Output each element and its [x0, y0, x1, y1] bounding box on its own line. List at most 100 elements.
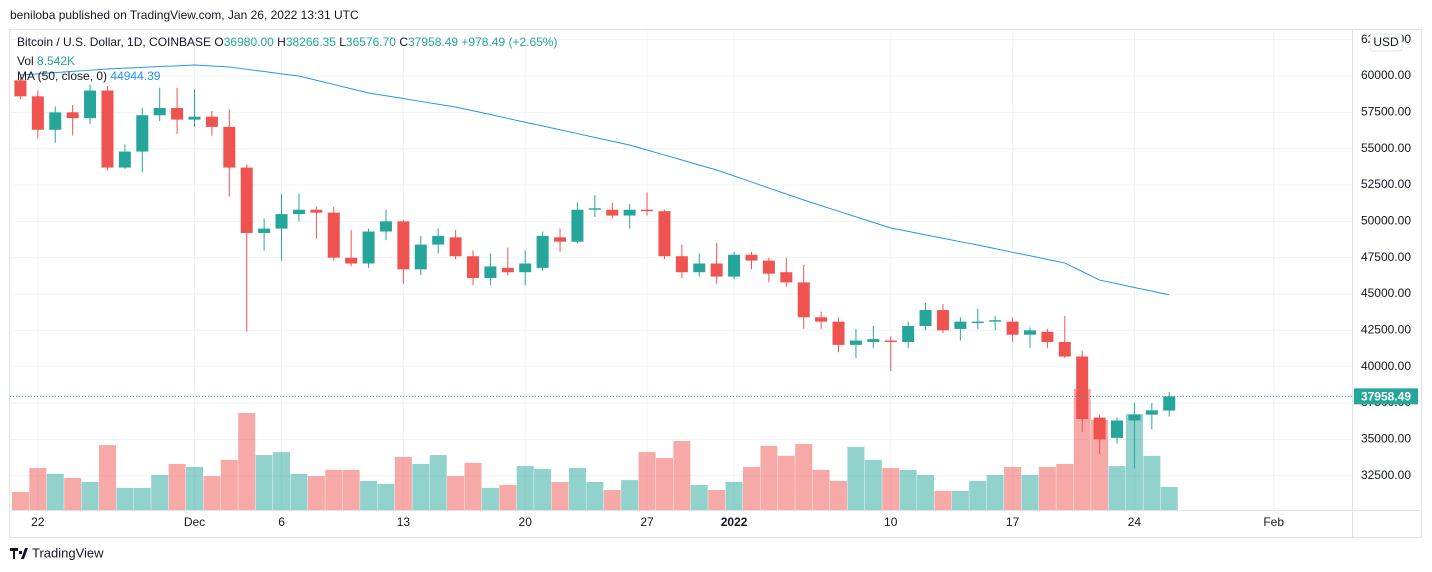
ohlc-value: 36576.70 — [345, 35, 396, 49]
candle-body — [658, 211, 671, 257]
volume-bar — [899, 469, 917, 510]
candle-body — [675, 256, 688, 273]
candle-body — [797, 282, 810, 318]
logo-icon — [10, 548, 28, 559]
candle-body — [1111, 420, 1124, 438]
candle-body — [728, 254, 741, 277]
x-tick-label: Feb — [1263, 515, 1284, 529]
volume-bar — [777, 455, 795, 510]
y-tick-label: 57500.00 — [1361, 105, 1411, 119]
candle-body — [832, 321, 845, 345]
volume-bar — [1038, 466, 1056, 510]
candle-body — [641, 209, 654, 212]
x-tick-label: 10 — [884, 515, 898, 529]
candle-body — [84, 90, 97, 119]
volume-bar — [429, 455, 447, 510]
y-tick-label: 60000.00 — [1361, 68, 1411, 82]
y-tick-label: 50000.00 — [1361, 214, 1411, 228]
candle-body — [623, 209, 636, 216]
candle-body — [466, 256, 479, 279]
volume-bar — [742, 466, 760, 510]
candle-body — [188, 116, 201, 120]
candle-body — [292, 209, 305, 215]
volume-bar — [951, 490, 969, 510]
ohlc-value: 37958.49 — [408, 35, 459, 49]
volume-bar — [690, 484, 708, 510]
candle-body — [240, 167, 253, 233]
volume-bar — [551, 481, 569, 510]
volume-bar — [621, 480, 639, 510]
candle-body — [449, 237, 462, 257]
volume-name: Vol — [17, 54, 34, 68]
y-tick-label: 47500.00 — [1361, 250, 1411, 264]
candle-body — [310, 209, 323, 213]
volume-bar — [586, 481, 604, 510]
candle-body — [362, 231, 375, 264]
candle-body — [884, 340, 897, 342]
volume-bar — [1160, 486, 1178, 510]
candle-body — [1041, 331, 1054, 342]
volume-bar — [795, 444, 813, 510]
volume-bar — [29, 467, 47, 510]
ohlc-label: H — [277, 35, 286, 49]
y-tick-label: 35000.00 — [1361, 432, 1411, 446]
volume-bar — [220, 459, 238, 510]
publisher: beniloba published on TradingView.com, J… — [10, 8, 359, 22]
volume-bar — [1021, 474, 1039, 510]
candle-body — [936, 310, 949, 331]
candle-body — [606, 209, 619, 216]
candle-body — [1006, 321, 1019, 335]
candle-body — [153, 107, 166, 116]
currency-badge[interactable] — [1369, 33, 1403, 52]
candle-body — [693, 263, 706, 273]
candle-body — [49, 112, 62, 130]
candle-body — [258, 228, 271, 233]
volume-bar — [708, 490, 726, 510]
candle-body — [1128, 414, 1141, 421]
volume-bar — [725, 481, 743, 510]
y-tick-label: 55000.00 — [1361, 141, 1411, 155]
candle-body — [345, 257, 358, 264]
footer-logo: TradingView — [32, 545, 104, 560]
change: +978.49 (+2.65%) — [461, 35, 558, 49]
volume-bar — [986, 474, 1004, 510]
volume-bar — [499, 484, 517, 510]
candle-body — [397, 221, 410, 270]
chart-frame — [9, 29, 1422, 538]
volume-bar — [11, 491, 29, 510]
volume-bar — [255, 455, 273, 510]
volume-bar — [307, 476, 325, 510]
candle-body — [1163, 396, 1176, 411]
candle-body — [536, 235, 549, 268]
ma-value: 44944.39 — [110, 69, 161, 83]
volume-bar — [447, 476, 465, 510]
volume-bar — [534, 469, 552, 510]
volume-bar — [98, 445, 116, 510]
candle-body — [1076, 356, 1089, 420]
candle-body — [989, 320, 1002, 322]
volume-bar — [882, 467, 900, 510]
volume-bar — [377, 483, 395, 510]
ma-line — [20, 64, 1170, 296]
x-tick-label: 2022 — [721, 515, 748, 529]
ohlc-value: 36980.00 — [223, 35, 274, 49]
volume-bar — [812, 469, 830, 510]
ma-legend: MA (50, close, 0) 44944.39 — [17, 69, 160, 83]
volume-bar — [655, 458, 673, 510]
volume-bar — [116, 487, 134, 510]
volume-bar — [1073, 389, 1091, 510]
candle-body — [1093, 417, 1106, 440]
volume-bar — [934, 490, 952, 510]
x-tick-label: 24 — [1128, 515, 1142, 529]
ohlc-label: C — [399, 35, 408, 49]
volume-bar — [46, 473, 64, 510]
candle-body — [588, 208, 601, 210]
y-tick-label: 52500.00 — [1361, 177, 1411, 191]
candle-body — [571, 209, 584, 242]
candle-body — [275, 214, 288, 229]
x-tick-label: 13 — [397, 515, 411, 529]
candle-body — [780, 272, 793, 283]
candle-body — [484, 266, 497, 279]
candles — [10, 64, 1352, 469]
